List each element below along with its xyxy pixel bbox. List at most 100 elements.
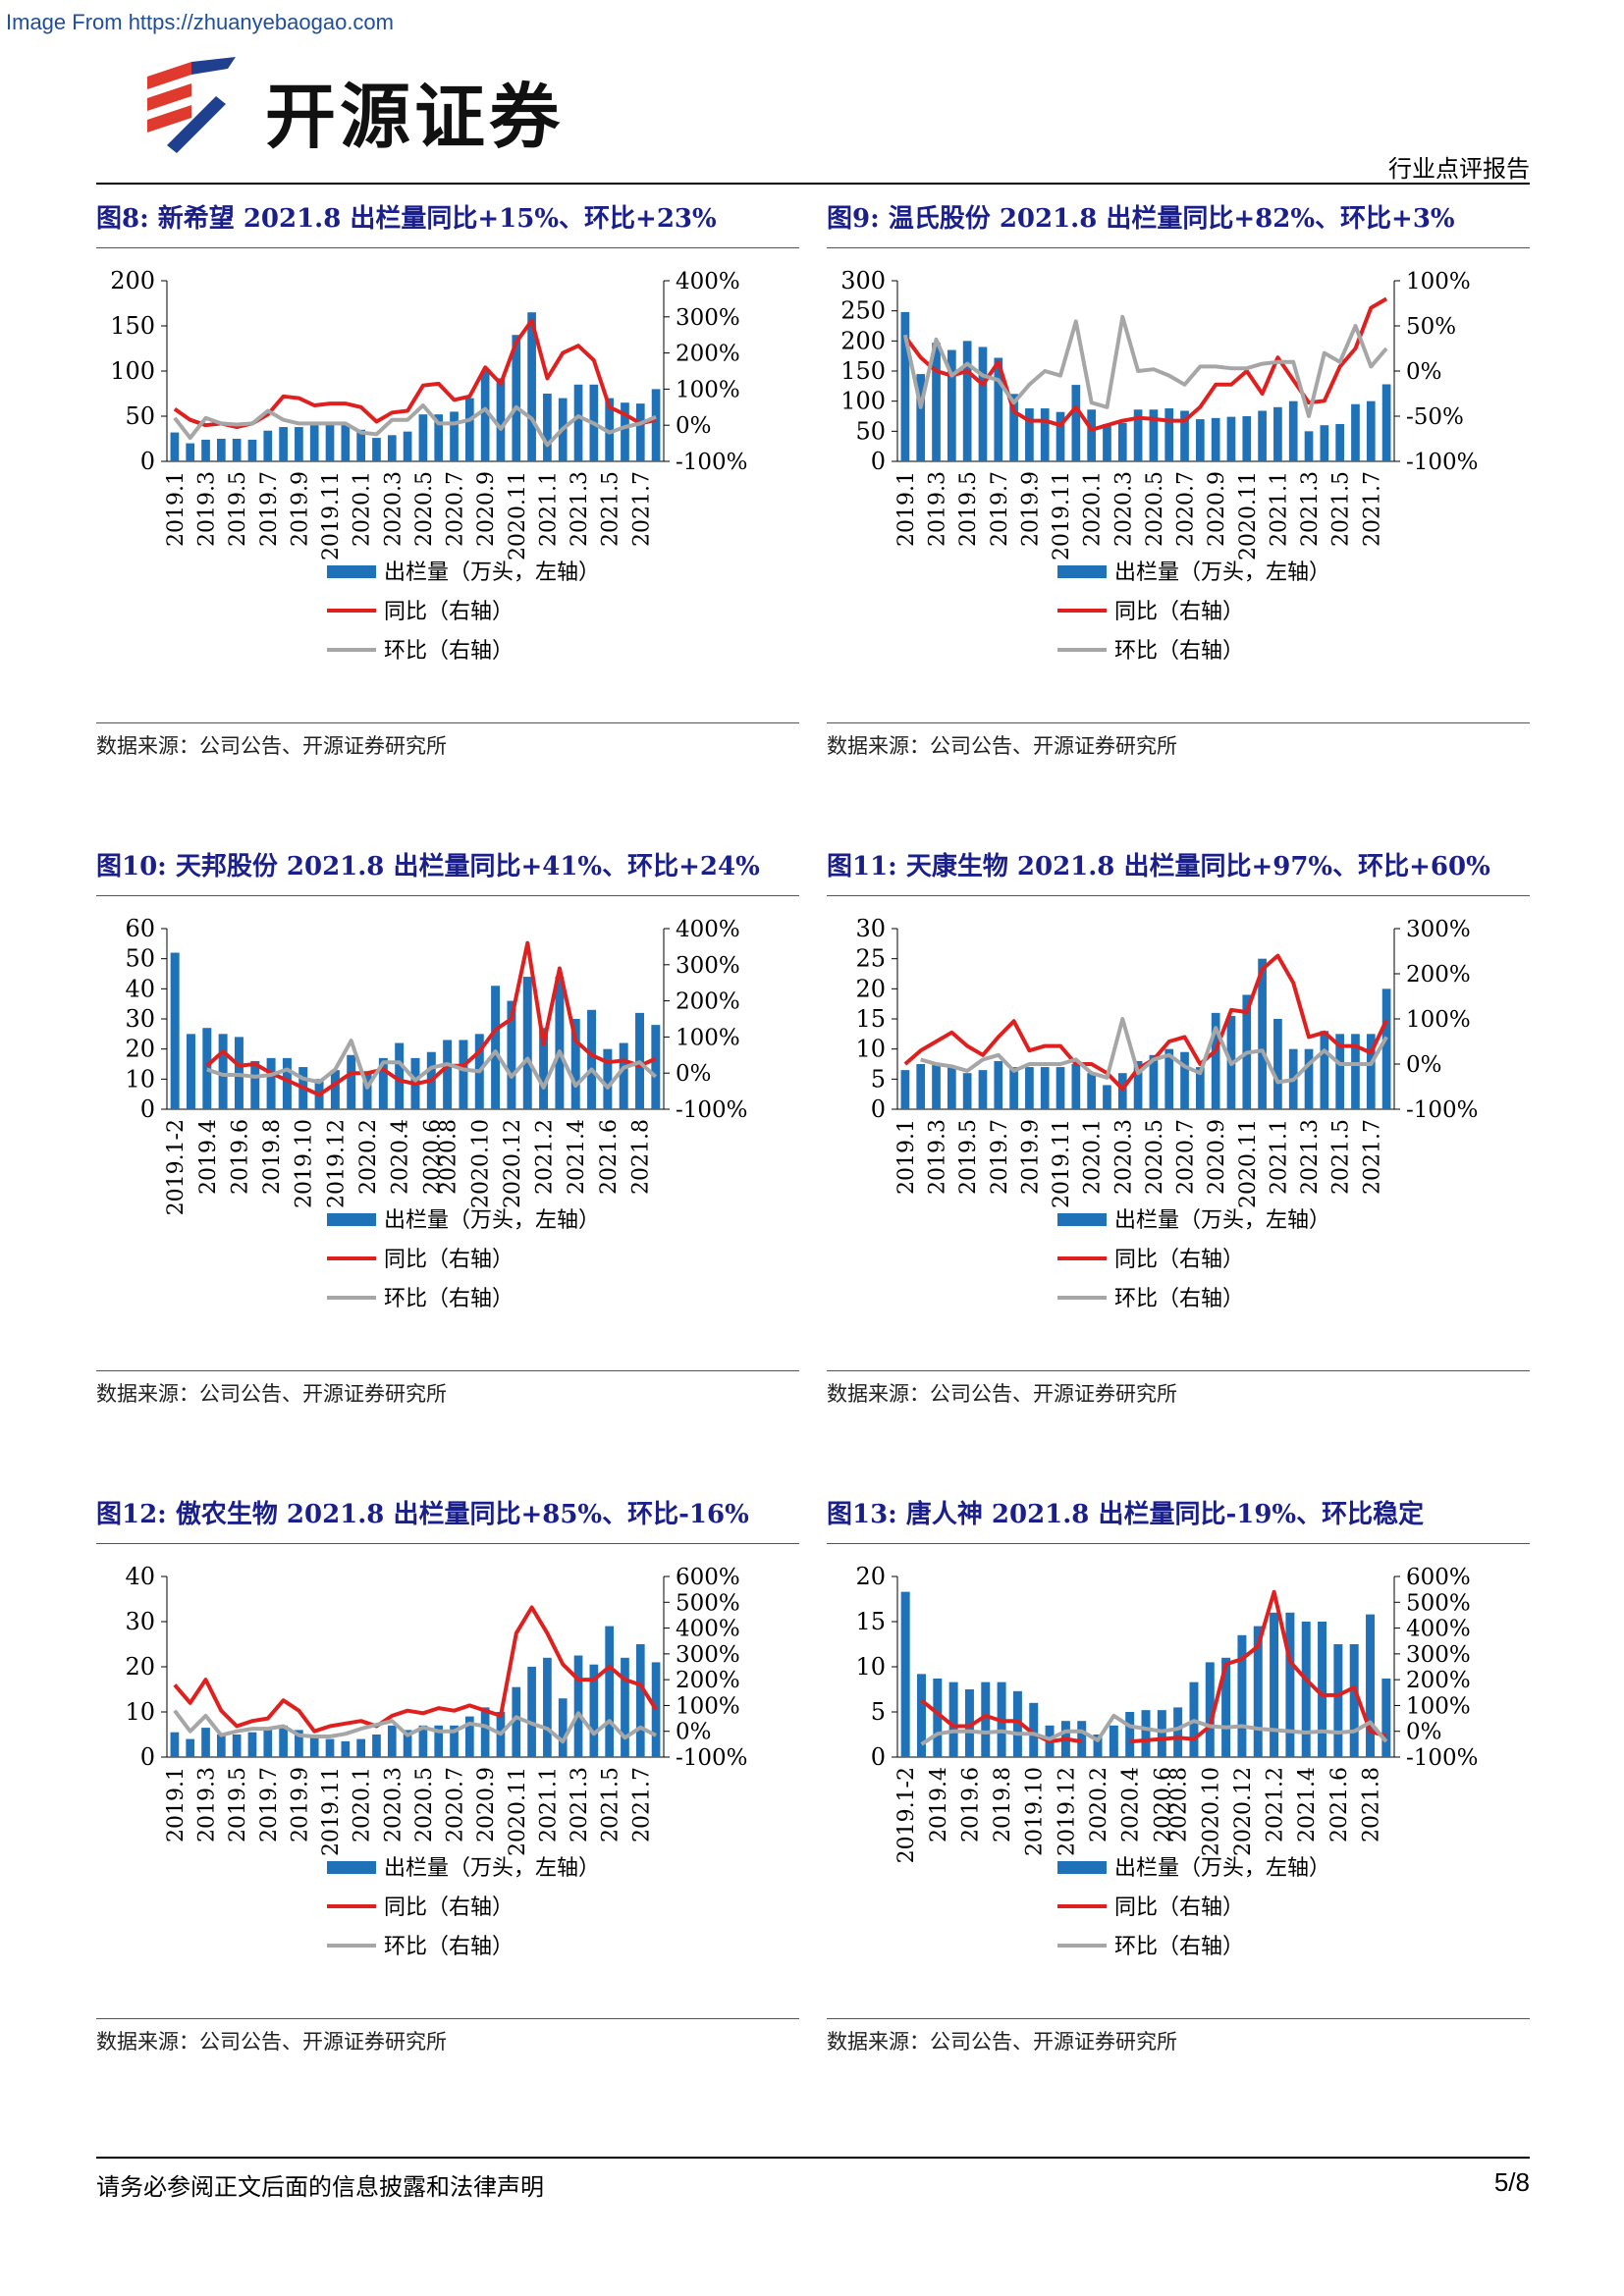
x-tick-label: 2019.9 [288,1767,312,1842]
bar [1288,400,1298,461]
x-tick-label: 2020.9 [1205,1119,1229,1195]
bar [1237,1634,1247,1757]
series-line [173,1605,658,1734]
bar [512,1686,521,1757]
title-divider [96,247,799,248]
bar [395,1042,405,1109]
bar [250,1060,260,1109]
x-tick-label: 2020.7 [1174,1119,1199,1195]
right-tick-label: 0% [676,1061,712,1087]
bar [1173,1707,1183,1757]
figure-source: 数据来源：公司公告、开源证券研究所 [96,1382,447,1406]
x-tick-label: 2020.11 [506,471,530,561]
bar [1180,1051,1189,1109]
x-tick-label: 2021.5 [1329,471,1354,547]
left-tick-label: 0 [871,1743,886,1771]
bar [1253,1626,1263,1757]
x-tick-label: 2019.10 [293,1119,317,1208]
x-tick-label: 2021.8 [629,1119,654,1195]
right-tick-label: 400% [676,269,740,294]
x-tick-label: 2020.1 [351,471,375,547]
x-tick-label: 2020.12 [1231,1767,1256,1856]
bar [1164,408,1174,461]
left-tick-label: 20 [855,975,886,1002]
bar [1025,1067,1034,1109]
bar [372,1735,381,1757]
figure-title: 图8: 新希望 2021.8 出栏量同比+15%、环比+23% [96,204,717,234]
bar [232,439,242,461]
bar [1381,384,1391,461]
legend-label: 环比（右轴） [384,1935,514,1959]
x-tick-label: 2019.10 [1023,1767,1048,1856]
bar [651,1025,661,1109]
bar [1285,1612,1295,1757]
bar [330,1070,340,1109]
legend-label: 环比（右轴） [1114,639,1244,664]
bar [1056,1067,1065,1109]
x-tick-label: 2019.11 [319,471,344,561]
bar [1133,1060,1143,1109]
bar [1258,958,1267,1109]
bar [266,1057,276,1109]
series-line [920,1017,1388,1085]
bar [932,1064,941,1109]
right-tick-label: 400% [1406,1617,1471,1642]
left-tick-label: 60 [125,915,155,942]
x-tick-label: 2020.11 [1236,1119,1261,1208]
figure-title: 图10: 天邦股份 2021.8 出栏量同比+41%、环比+24% [96,852,760,881]
bar [186,443,195,461]
x-tick-label: 2019.3 [195,471,220,547]
chart: 0 5 10 15 20 -100%0%100%200%300%400%500%600% 2… [855,1563,1478,1959]
figure-title: 图9: 温氏股份 2021.8 出栏量同比+82%、环比+3% [827,204,1455,234]
x-tick-label: 2019.5 [956,1119,981,1195]
bar [434,414,444,461]
bar [522,977,532,1109]
x-tick-label: 2021.6 [1327,1767,1352,1842]
left-tick-label: 150 [840,357,886,385]
left-tick-label: 30 [125,1005,155,1033]
right-tick-label: 300% [1406,1642,1471,1668]
figure-source: 数据来源：公司公告、开源证券研究所 [827,734,1177,758]
bar [619,1042,628,1109]
series-line [920,1589,1387,1744]
legend-swatch-bar [1057,1213,1107,1226]
bar [1366,1034,1376,1109]
bar [1164,1048,1174,1109]
legend-swatch-bar [327,1861,376,1874]
legend-label: 同比（右轴） [1114,1248,1244,1272]
source-divider [96,2018,799,2019]
series-line [206,1039,658,1090]
bar [1333,1644,1343,1757]
x-tick-label: 2021.1 [1267,471,1291,547]
bar [1226,416,1236,461]
right-tick-label: 400% [676,1617,740,1642]
bar [1205,1662,1215,1757]
x-tick-label: 2020.3 [381,471,406,547]
x-tick-label: 2020.9 [474,471,499,547]
x-tick-label: 2019.3 [926,1119,950,1195]
bar [1195,419,1205,461]
legend-label: 环比（右轴） [1114,1935,1244,1959]
left-tick-label: 10 [855,1653,886,1681]
bar [587,1009,597,1109]
bar [635,403,645,461]
bar [994,1060,1003,1109]
bar [558,1698,568,1757]
right-tick-label: 200% [1406,962,1471,988]
right-tick-label: 100% [1406,1007,1471,1033]
left-tick-label: 0 [140,1095,155,1123]
bar [201,1728,210,1757]
left-tick-label: 100 [840,388,886,415]
x-tick-label: 2021.5 [1329,1119,1354,1195]
bar [170,952,180,1109]
x-tick-label: 2019.6 [958,1767,983,1842]
bar [527,1667,536,1757]
bar [1301,1622,1311,1757]
bar [1087,409,1097,461]
bar [1056,411,1065,461]
x-tick-label: 2020.9 [474,1767,499,1842]
right-tick-label: 400% [676,917,740,942]
bar [1221,1657,1231,1757]
